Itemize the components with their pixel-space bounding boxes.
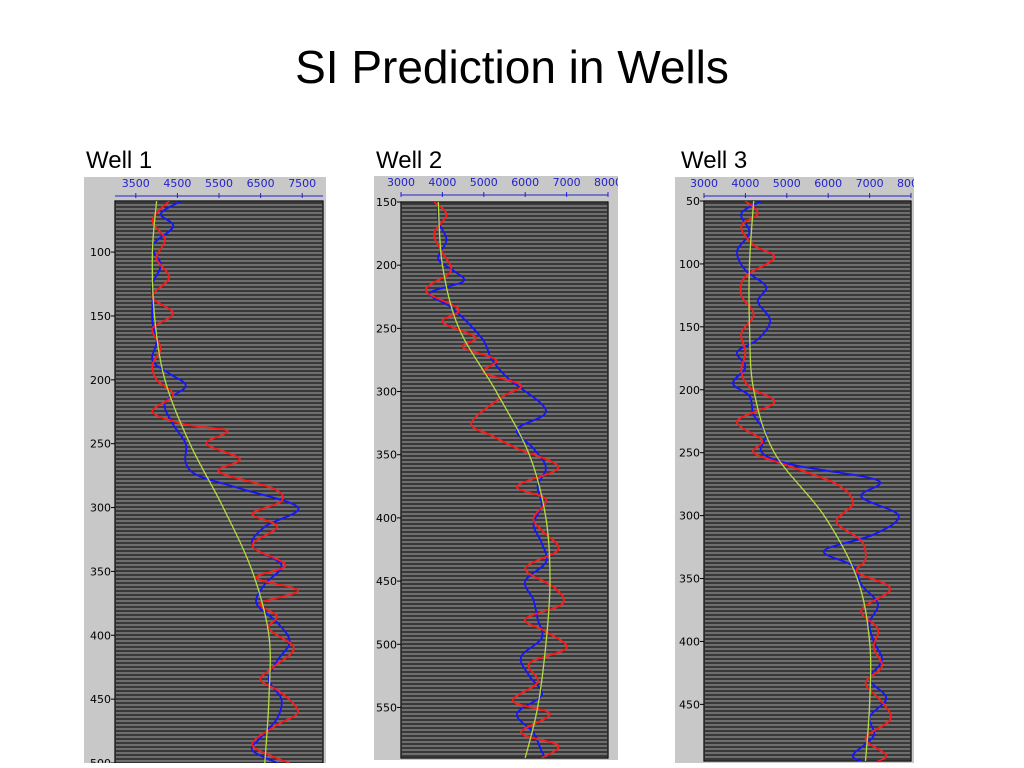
y-tick-label: 400 [90,629,111,642]
y-tick-label: 250 [679,447,700,460]
series-group [424,202,568,758]
x-tick-label: 6500 [247,177,275,190]
x-tick-label: 4500 [163,177,191,190]
trace-lines [402,203,607,757]
x-tick-label: 5500 [205,177,233,190]
x-tick-label: 3000 [387,176,415,189]
y-tick-label: 150 [679,321,700,334]
y-tick-label: 550 [376,701,397,714]
x-tick-label: 4000 [731,177,759,190]
y-tick-label: 400 [679,635,700,648]
x-tick-label: 5000 [470,176,498,189]
x-tick-label: 3500 [122,177,150,190]
y-tick-label: 50 [686,195,700,208]
series-group [732,201,900,761]
y-tick-label: 350 [376,449,397,462]
y-tick-label: 250 [376,322,397,335]
y-tick-label: 200 [376,259,397,272]
x-tick-label: 7500 [288,177,316,190]
y-tick-label: 200 [679,384,700,397]
y-tick-label: 400 [376,512,397,525]
x-tick-label: 7000 [856,177,884,190]
y-tick-label: 300 [90,502,111,515]
y-tick-label: 450 [679,698,700,711]
series-line-red [736,201,892,761]
well-1-label: Well 1 [86,147,153,174]
x-tick-label: 6000 [814,177,842,190]
y-tick-label: 350 [679,573,700,586]
y-tick-label: 450 [376,575,397,588]
series-group [150,201,299,763]
series-line-red [424,202,568,758]
y-tick-label: 300 [679,510,700,523]
x-tick-label: 7000 [553,176,581,189]
y-tick-label: 150 [90,310,111,323]
y-tick-label: 350 [90,565,111,578]
series-line-trend [151,201,271,763]
slide-title: SI Prediction in Wells [295,41,729,93]
y-tick-label: 450 [90,693,111,706]
well-3-chart: 3000 4000 5000 6000 7000 8000 50 100 150 200 250 30… [675,177,914,763]
y-tick-label: 100 [90,246,111,259]
x-tick-label: 8000 [897,177,914,190]
y-tick-label: 300 [376,386,397,399]
well-1-chart: 3500 4500 5500 6500 7500 100 150 200 250 300 350 40… [84,177,326,763]
series-line-trend [437,202,551,758]
x-tick-label: 6000 [511,176,539,189]
y-tick-label: 500 [90,757,111,763]
well-3-label: Well 3 [681,147,748,174]
series-line-blue [732,201,900,761]
x-tick-label: 4000 [428,176,456,189]
y-tick-label: 500 [376,638,397,651]
x-tick-label: 8000 [594,176,618,189]
x-tick-label: 3000 [690,177,718,190]
y-tick-label: 250 [90,438,111,451]
series-line-red [151,201,299,763]
y-tick-label: 150 [376,196,397,209]
well-2-label: Well 2 [376,147,443,174]
series-line-trend [748,201,872,761]
y-tick-label: 100 [679,258,700,271]
x-tick-label: 5000 [773,177,801,190]
well-2-chart: 3000 4000 5000 6000 7000 8000 150 200 250 300 350 4… [374,176,618,760]
y-tick-label: 200 [90,374,111,387]
